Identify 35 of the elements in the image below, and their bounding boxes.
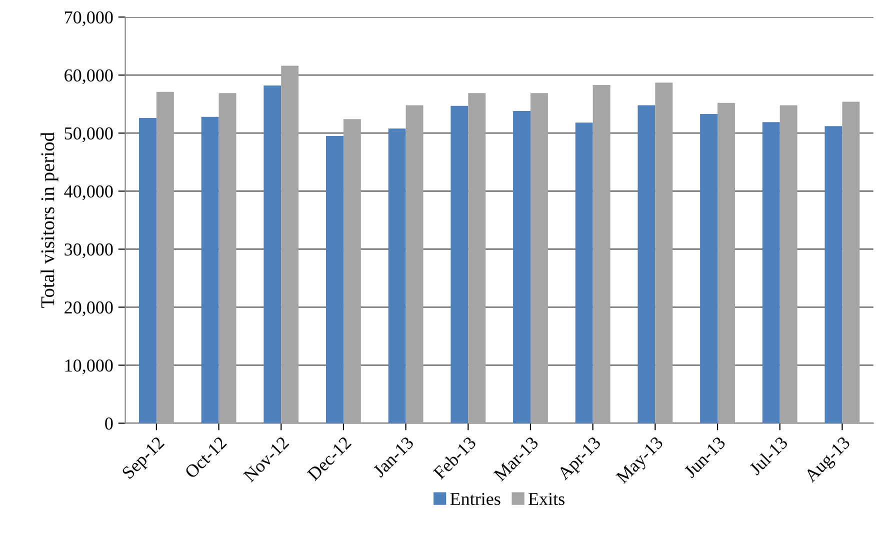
bar	[824, 126, 842, 424]
bar	[450, 106, 468, 424]
bar	[138, 118, 156, 424]
y-tick-label: 60,000	[64, 69, 113, 84]
y-tick-label: 30,000	[64, 243, 113, 258]
bar	[388, 128, 406, 424]
bar	[218, 93, 236, 424]
y-tick-label: 70,000	[65, 11, 113, 26]
bar	[842, 102, 860, 424]
bar	[156, 92, 174, 424]
bar	[530, 93, 548, 424]
y-tick-label: 50,000	[64, 127, 113, 142]
bar	[638, 105, 656, 424]
legend-label: Exits	[528, 492, 564, 506]
bar	[700, 114, 718, 424]
y-tick-label: 10,000	[65, 359, 113, 374]
bar	[575, 122, 593, 424]
bar	[513, 111, 530, 424]
bar	[655, 82, 673, 424]
bar	[343, 119, 361, 424]
bar	[592, 84, 610, 424]
bar	[406, 105, 424, 424]
bar	[468, 93, 486, 424]
y-tick-label: 40,000	[64, 185, 113, 200]
bar	[201, 116, 219, 424]
bar	[780, 105, 798, 424]
bar	[326, 136, 344, 424]
legend-label: Entries	[450, 492, 500, 506]
bar	[264, 86, 282, 424]
y-tick-label: 20,000	[64, 301, 113, 316]
bar	[281, 66, 299, 424]
bar	[762, 122, 780, 424]
y-tick-label: 0	[105, 417, 113, 430]
bar	[718, 102, 735, 424]
y-axis-title: Total visitors in period	[40, 132, 58, 308]
